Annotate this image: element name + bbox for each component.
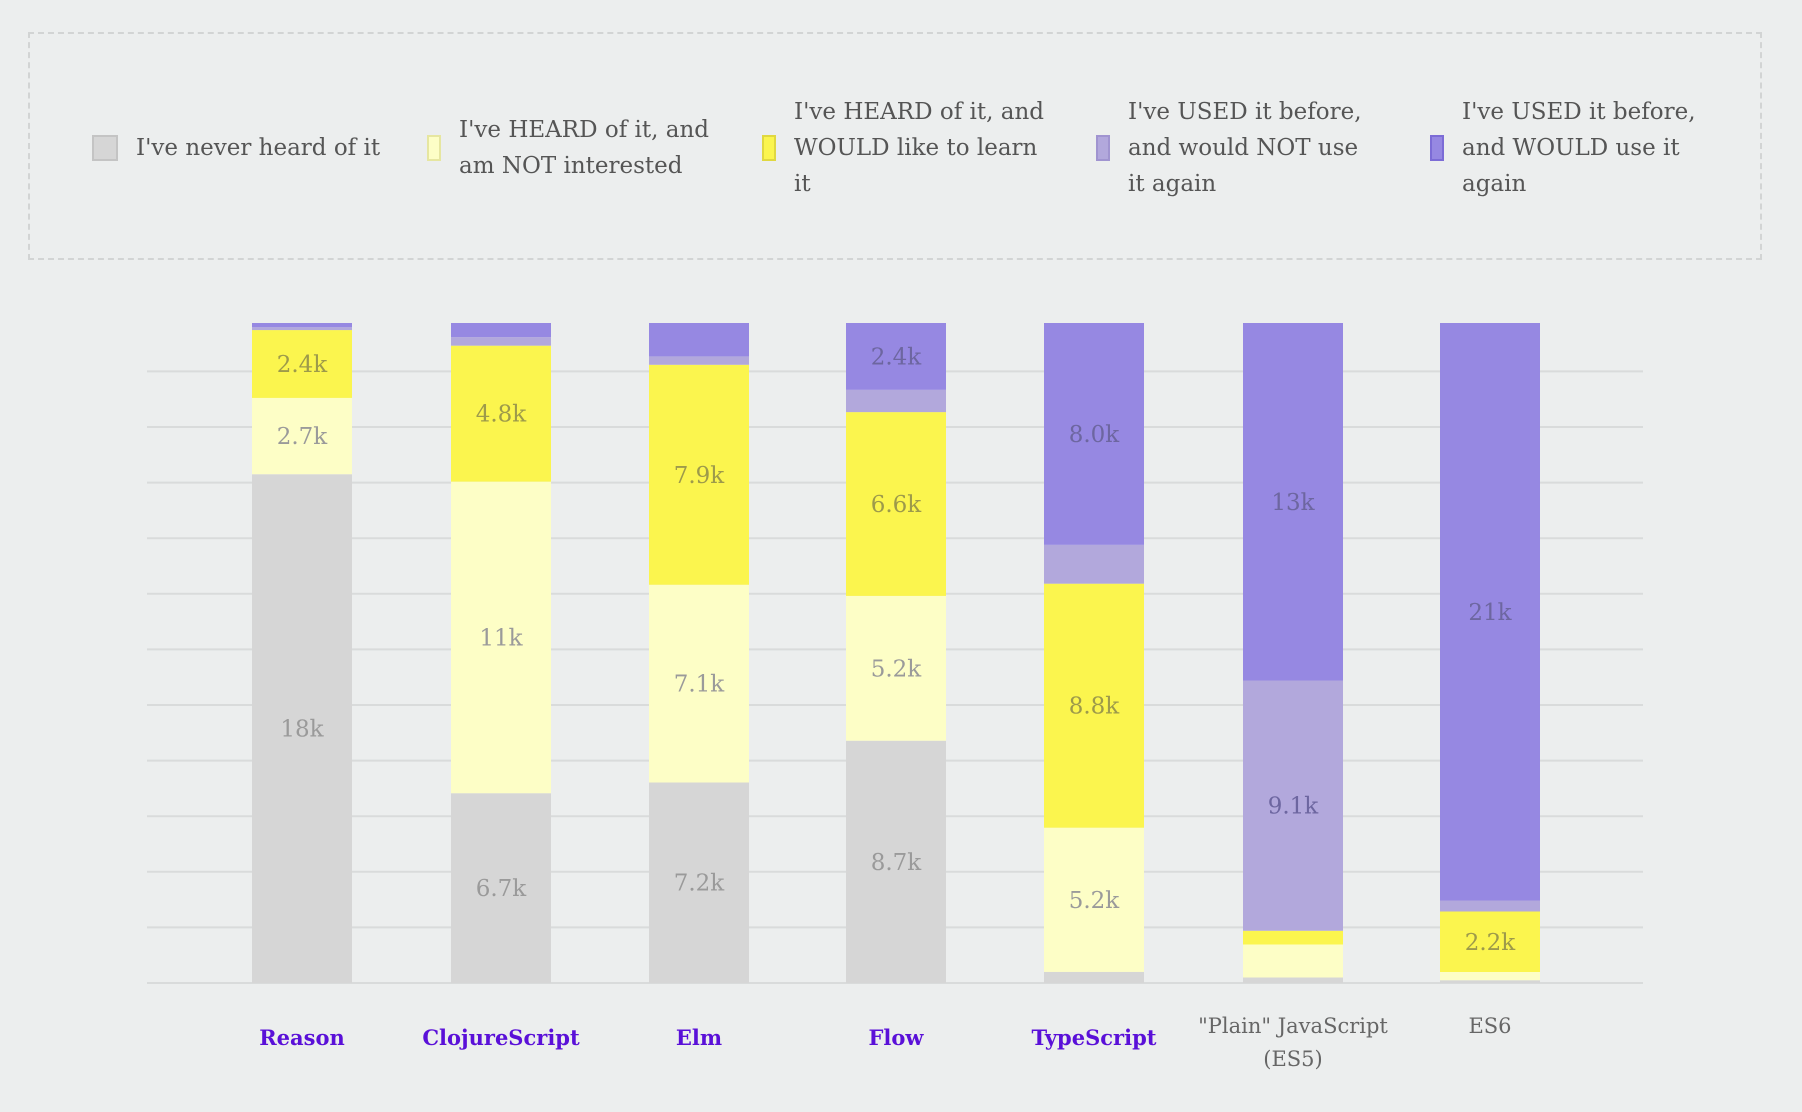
bar-segment[interactable] — [1243, 680, 1343, 931]
bar-segment[interactable] — [846, 323, 946, 390]
data-label: 9.1k — [1268, 794, 1320, 820]
data-label: 2.4k — [871, 344, 923, 370]
legend-label: I've USED it before, and would NOT use i… — [1128, 99, 1362, 197]
legend-swatch — [1096, 135, 1110, 161]
bar-segment[interactable] — [252, 323, 352, 328]
data-label: 5.2k — [871, 656, 923, 682]
x-axis-label: "Plain" JavaScript (ES5) — [1198, 1014, 1388, 1071]
bar-segment[interactable] — [1440, 980, 1540, 983]
legend-item[interactable]: I've USED it before, and WOULD use it ag… — [1430, 34, 1712, 262]
bar-segment[interactable] — [1243, 944, 1343, 978]
bar-segment[interactable] — [1044, 827, 1144, 972]
bar-segment[interactable] — [1044, 583, 1144, 828]
bar-segment[interactable] — [1044, 323, 1144, 545]
bar-segment[interactable] — [451, 793, 551, 983]
bar-stack: 6.7k 11k 4.8k — [451, 323, 551, 983]
data-label: 8.8k — [1069, 694, 1121, 720]
bar-segment[interactable] — [649, 323, 749, 357]
bar-segment[interactable] — [252, 330, 352, 398]
bar-segment[interactable] — [451, 337, 551, 346]
legend-swatch — [427, 135, 441, 161]
legend-swatch — [1430, 135, 1444, 161]
bar-segment[interactable] — [1440, 323, 1540, 901]
data-label: 7.9k — [674, 463, 726, 489]
bar-segment[interactable] — [846, 740, 946, 983]
bar-segment[interactable] — [649, 584, 749, 783]
bar-segment[interactable] — [846, 595, 946, 741]
x-axis-label[interactable]: ClojureScript — [422, 1025, 580, 1050]
chart-legend: I've never heard of it I've HEARD of it, … — [28, 32, 1762, 260]
x-axis-label: ES6 — [1468, 1014, 1512, 1038]
data-label: 2.4k — [277, 352, 329, 378]
data-label: 8.7k — [871, 850, 923, 876]
legend-swatch — [762, 135, 776, 161]
legend-item[interactable]: I've USED it before, and would NOT use i… — [1096, 34, 1378, 262]
data-label: 4.8k — [476, 402, 528, 428]
bar-segment[interactable] — [1440, 900, 1540, 912]
bar-segment[interactable] — [252, 327, 352, 331]
data-label: 7.2k — [674, 871, 726, 897]
data-label: 6.6k — [871, 492, 923, 518]
data-label: 18k — [280, 717, 324, 743]
bar-segment[interactable] — [451, 323, 551, 338]
legend-label: I've USED it before, and WOULD use it ag… — [1462, 99, 1696, 197]
bar-segment[interactable] — [1243, 977, 1343, 984]
bar-stack: 2.2k 21k — [1440, 323, 1540, 983]
legend-item[interactable]: I've HEARD of it, and WOULD like to lear… — [762, 34, 1044, 262]
bar-segment[interactable] — [451, 481, 551, 794]
bar-segment[interactable] — [1440, 972, 1540, 981]
data-label: 13k — [1271, 490, 1315, 516]
legend-item[interactable]: I've never heard of it — [92, 34, 386, 262]
bar-segment[interactable] — [1243, 323, 1343, 681]
bar-stack: 7.2k 7.1k 7.9k — [649, 323, 749, 983]
bar-segment[interactable] — [252, 397, 352, 475]
data-label: 8.0k — [1069, 422, 1121, 448]
legend-item[interactable]: I've HEARD of it, and am NOT interested — [427, 34, 709, 262]
legend-label: I've HEARD of it, and WOULD like to lear… — [794, 99, 1044, 197]
bar-segment[interactable] — [252, 474, 352, 983]
bar-segment[interactable] — [649, 364, 749, 585]
bar-segment[interactable] — [1044, 544, 1144, 584]
x-axis-label[interactable]: Flow — [868, 1025, 924, 1050]
bar-stack: 9.1k 13k — [1243, 323, 1343, 983]
legend-label: I've never heard of it — [136, 135, 381, 161]
data-label: 5.2k — [1069, 888, 1121, 914]
bar-segment[interactable] — [1440, 911, 1540, 973]
data-label: 6.7k — [476, 876, 528, 902]
bar-segment[interactable] — [649, 782, 749, 983]
bar-segment[interactable] — [846, 412, 946, 596]
legend-swatch — [92, 135, 118, 161]
data-label: 2.7k — [277, 424, 329, 450]
bar-stack: 5.2k 8.8k 8.0k — [1044, 323, 1144, 983]
data-label: 2.2k — [1465, 930, 1517, 956]
data-label: 11k — [479, 625, 523, 651]
x-axis-label[interactable]: TypeScript — [1031, 1025, 1157, 1050]
x-axis-label[interactable]: Elm — [675, 1025, 723, 1050]
bar-segment[interactable] — [1243, 930, 1343, 945]
bar-segment[interactable] — [451, 345, 551, 482]
legend-label: I've HEARD of it, and am NOT interested — [459, 117, 709, 179]
data-label: 7.1k — [674, 672, 726, 698]
bar-segment[interactable] — [649, 356, 749, 365]
bar-segment[interactable] — [1044, 971, 1144, 983]
x-axis-label[interactable]: Reason — [259, 1025, 345, 1050]
bar-segment[interactable] — [846, 389, 946, 413]
bar-stack: 18k 2.7k 2.4k — [252, 323, 352, 983]
bar-stack: 8.7k 5.2k 6.6k 2.4k — [846, 323, 946, 983]
data-label: 21k — [1468, 600, 1512, 626]
